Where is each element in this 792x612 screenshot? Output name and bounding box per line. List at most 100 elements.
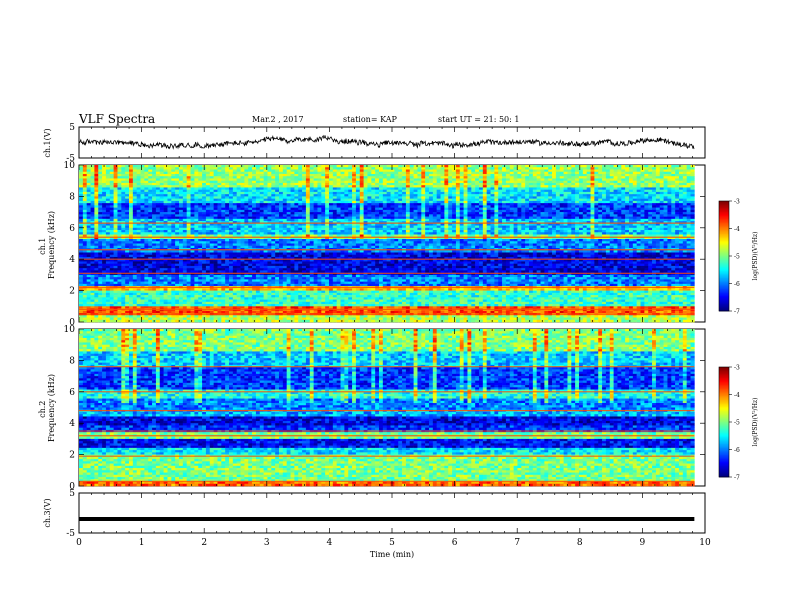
spectrogram-cell xyxy=(491,219,495,222)
spectrogram-cell xyxy=(587,210,591,213)
spectrogram-cell xyxy=(460,208,464,211)
spectrogram-cell xyxy=(356,181,360,184)
spectrogram-cell xyxy=(287,167,291,170)
spectrogram-cell xyxy=(652,187,656,190)
spectrogram-cell xyxy=(333,165,337,168)
spectrogram-cell xyxy=(233,223,237,226)
spectrogram-cell xyxy=(617,223,621,226)
spectrogram-cell xyxy=(325,214,329,217)
spectrogram-cell xyxy=(521,169,525,172)
spectrogram-cell xyxy=(617,210,621,213)
spectrogram-cell xyxy=(633,214,637,217)
spectrogram-cell xyxy=(171,181,175,184)
spectrogram-cell xyxy=(87,203,91,206)
spectrogram-cell xyxy=(367,192,371,195)
spectrogram-cell xyxy=(683,217,687,220)
spectrogram-cell xyxy=(464,226,468,229)
spectrogram-cell xyxy=(164,199,168,202)
spectrogram-cell xyxy=(164,167,168,170)
spectrogram-cell xyxy=(210,226,214,229)
spectrogram-cell xyxy=(202,185,206,188)
spectrogram-cell xyxy=(487,208,491,211)
spectrogram-cell xyxy=(583,187,587,190)
spectrogram-cell xyxy=(621,210,625,213)
spectrogram-cell xyxy=(183,226,187,229)
spectrogram-cell xyxy=(306,181,310,184)
spectrogram-cell xyxy=(444,208,448,211)
spectrogram-cell xyxy=(664,219,668,222)
spectrogram-cell xyxy=(417,199,421,202)
spectrogram-cell xyxy=(337,174,341,177)
spectrogram-cell xyxy=(387,210,391,213)
spectrogram-cell xyxy=(414,196,418,199)
spectrogram-cell xyxy=(364,210,368,213)
spectrogram-cell xyxy=(379,178,383,181)
spectrogram-cell xyxy=(683,203,687,206)
spectrogram-cell xyxy=(514,183,518,186)
spectrogram-cell xyxy=(483,194,487,197)
spectrogram-cell xyxy=(329,199,333,202)
spectrogram-cell xyxy=(421,203,425,206)
spectrogram-cell xyxy=(179,169,183,172)
spectrogram-cell xyxy=(444,210,448,213)
spectrogram-cell xyxy=(221,183,225,186)
spectrogram-cell xyxy=(206,226,210,229)
spectrogram-cell xyxy=(475,176,479,179)
spectrogram-cell xyxy=(625,210,629,213)
spectrogram-cell xyxy=(267,172,271,175)
spectrogram-cell xyxy=(675,176,679,179)
spectrogram-cell xyxy=(441,183,445,186)
spectrogram-cell xyxy=(237,203,241,206)
spectrogram-cell xyxy=(310,217,314,220)
spectrogram-cell xyxy=(375,178,379,181)
spectrogram-cell xyxy=(660,172,664,175)
spectrogram-cell xyxy=(544,187,548,190)
spectrogram-cell xyxy=(179,167,183,170)
spectrogram-cell xyxy=(575,217,579,220)
spectrogram-cell xyxy=(433,205,437,208)
spectrogram-cell xyxy=(656,169,660,172)
spectrogram-cell xyxy=(502,165,506,168)
spectrogram-cell xyxy=(364,176,368,179)
spectrogram-cell xyxy=(433,190,437,193)
spectrogram-cell xyxy=(279,212,283,215)
spectrogram-cell xyxy=(641,199,645,202)
spectrogram-cell xyxy=(117,217,121,220)
spectrogram-cell xyxy=(94,214,98,217)
spectrogram-cell xyxy=(206,210,210,213)
spectrogram-cell xyxy=(391,210,395,213)
spectrogram-cell xyxy=(352,214,356,217)
spectrogram-cell xyxy=(291,228,295,231)
spectrogram-cell xyxy=(371,196,375,199)
spectrogram-cell xyxy=(244,228,248,231)
spectrogram-cell xyxy=(148,178,152,181)
spectrogram-cell xyxy=(479,214,483,217)
spectrogram-cell xyxy=(410,176,414,179)
spectrogram-cell xyxy=(687,167,691,170)
spectrogram-cell xyxy=(229,183,233,186)
spectrogram-cell xyxy=(121,210,125,213)
spectrogram-cell xyxy=(91,192,95,195)
spectrogram-cell xyxy=(187,203,191,206)
spectrogram-cell xyxy=(367,212,371,215)
spectrogram-cell xyxy=(560,217,564,220)
spectrogram-cell xyxy=(514,192,518,195)
spectrogram-cell xyxy=(521,187,525,190)
spectrogram-cell xyxy=(83,201,87,204)
spectrogram-cell xyxy=(491,205,495,208)
spectrogram-cell xyxy=(648,226,652,229)
spectrogram-cell xyxy=(598,223,602,226)
spectrogram-cell xyxy=(575,187,579,190)
spectrogram-cell xyxy=(283,185,287,188)
spectrogram-cell xyxy=(175,199,179,202)
spectrogram-cell xyxy=(571,219,575,222)
spectrogram-cell xyxy=(294,199,298,202)
spectrogram-cell xyxy=(460,201,464,204)
spectrogram-cell xyxy=(198,210,202,213)
spectrogram-cell xyxy=(87,199,91,202)
spectrogram-cell xyxy=(167,212,171,215)
spectrogram-cell xyxy=(348,205,352,208)
spectrogram-cell xyxy=(225,223,229,226)
spectrogram-cell xyxy=(429,192,433,195)
spectrogram-cell xyxy=(217,169,221,172)
